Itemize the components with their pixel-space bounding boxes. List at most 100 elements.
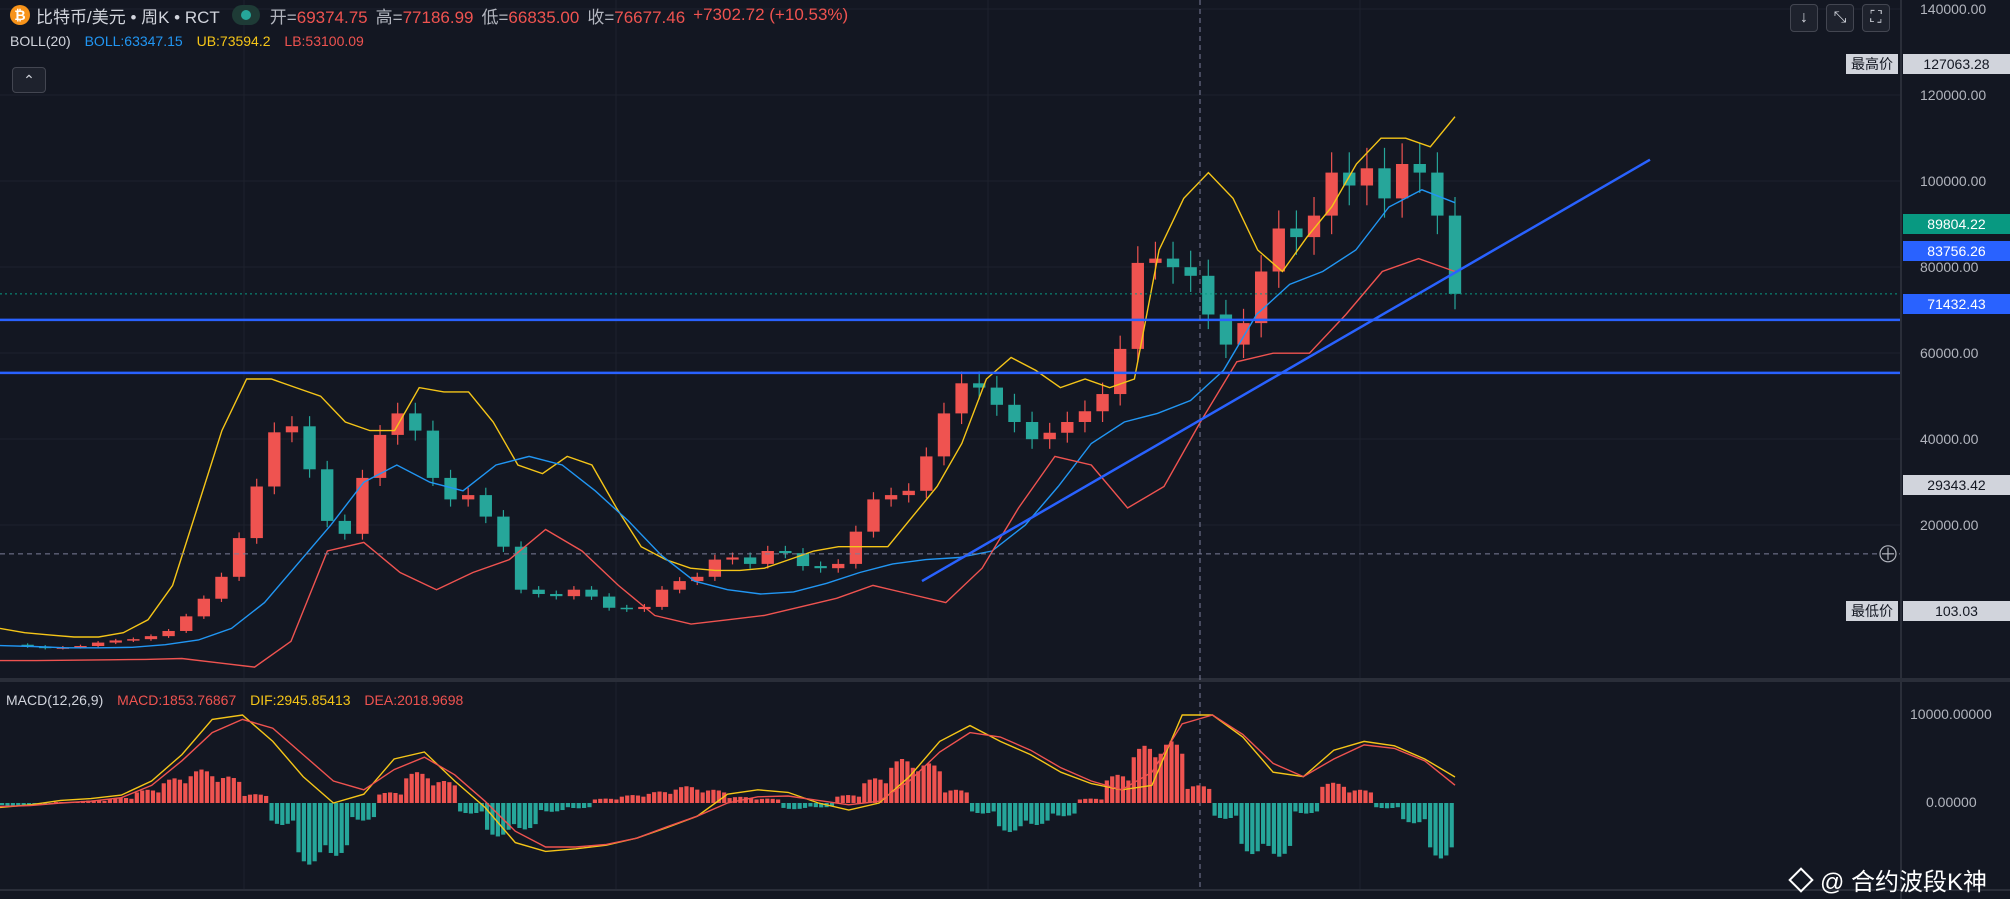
macd-histogram-bar [123,798,129,803]
ohlc-open: 开=69374.75 [269,7,368,27]
dea-value: DEA:2018.9698 [364,692,464,708]
candle-body [1272,228,1285,272]
macd-histogram-bar [113,798,118,803]
macd-histogram-bar [749,798,754,803]
macd-histogram-bar [673,789,678,803]
candle-body [1378,168,1391,199]
collapse-legend-button[interactable]: ⌃ [12,67,46,93]
macd-histogram-bar [846,795,851,803]
macd-histogram-bar [312,803,317,862]
candle-body [849,531,863,564]
boll-upper-band [0,116,1456,638]
macd-histogram-bar [183,783,188,803]
macd-histogram-bar [247,794,253,803]
macd-histogram-bar [1164,744,1169,803]
macd-histogram-bar [1196,785,1201,803]
macd-histogram-bar [652,792,657,803]
macd-histogram-bar [334,803,339,856]
candle-body [285,426,299,433]
market-status-icon[interactable] [231,5,260,25]
candle-body [832,563,845,569]
macd-histogram-bar [953,789,959,803]
macd-histogram-bar [614,799,619,803]
macd-histogram-bar [1341,786,1347,803]
macd-histogram-bar [307,803,312,865]
macd-histogram-bar [916,771,921,803]
macd-histogram-bar [878,779,883,803]
macd-histogram-bar [565,803,571,808]
boll-legend[interactable]: BOLL(20) BOLL:63347.15 UB:73594.2 LB:531… [10,33,374,49]
highest-price-label: 127063.28 [1903,54,2010,74]
macd-histogram-bar [441,781,447,803]
macd-histogram-bar [328,803,333,853]
macd-histogram-bar [705,790,711,803]
macd-histogram-bar [463,803,468,813]
macd-histogram-bar [910,767,915,803]
current-price-label: 89804.22 [1903,214,2010,234]
candle-body [356,477,369,534]
macd-histogram-bar [199,769,204,803]
candle-body [74,646,87,648]
candle-body [321,469,334,521]
candle-body [920,456,933,491]
macd-histogram-bar [1050,803,1056,814]
candle-body [215,576,228,599]
macd-histogram-bar [1158,753,1163,803]
macd-histogram-bar [156,792,161,803]
highest-price-caption: 最高价 [1846,54,1898,74]
macd-histogram-bar [1395,803,1400,808]
macd-histogram-bar [1142,745,1147,803]
collapse-icon[interactable]: ⤡ [1826,4,1854,32]
candle-body [409,413,422,431]
macd-histogram-bar [1228,803,1233,818]
macd-histogram-bar [641,796,646,803]
macd-histogram-bar [1104,780,1109,803]
macd-legend[interactable]: MACD(12,26,9) MACD:1853.76867 DIF:2945.8… [6,692,473,708]
macd-histogram-bar [873,778,878,803]
macd-histogram-bar [1261,803,1266,844]
ohlc-close: 收=76677.46 [587,7,686,27]
macd-histogram-bar [598,798,603,803]
macd-histogram-bar [1110,776,1115,803]
hline-price-label: 71432.43 [1903,294,2010,314]
candle-body [973,383,986,388]
boll-mid-band [0,189,1456,649]
macd-histogram-bar [447,782,452,803]
macd-histogram-bar [862,783,867,803]
symbol-title[interactable]: 比特币/美元 • 周K • RCT [36,7,220,27]
macd-histogram-bar [1417,803,1422,823]
candle-body [1025,422,1039,440]
macd-histogram-bar [964,792,969,803]
macd-histogram-bar [1023,803,1029,821]
macd-histogram-bar [786,803,791,809]
macd-histogram-bar [1304,803,1309,814]
macd-histogram-bar [986,803,991,813]
macd-name: MACD(12,26,9) [6,692,104,708]
macd-histogram-bar [118,797,123,803]
candle-body [268,432,281,487]
macd-histogram-bar [431,785,436,803]
macd-histogram-bar [1244,803,1250,852]
macd-histogram-bar [889,767,894,803]
macd-histogram-bar [754,799,759,803]
candle-body [867,499,880,532]
macd-histogram-bar [625,795,630,803]
macd-histogram-bar [1045,803,1050,821]
maximize-icon[interactable]: ⛶ [1862,4,1890,32]
macd-histogram-bar [1180,753,1185,803]
macd-histogram-bar [269,803,274,821]
macd-histogram-bar [560,803,565,811]
macd-histogram-bar [1239,803,1244,844]
macd-histogram-bar [630,795,635,803]
macd-histogram-bar [1169,741,1174,803]
macd-histogram-bar [1099,799,1104,803]
macd-histogram-bar [646,793,651,803]
price-tick: 20000.00 [1920,517,1979,533]
macd-histogram-bar [797,803,802,809]
scroll-down-icon[interactable]: ↓ [1790,4,1818,32]
macd-histogram-bar [759,798,765,803]
macd-histogram-bar [1438,803,1444,859]
macd-histogram-bar [398,794,403,803]
macd-histogram-bar [231,778,236,803]
